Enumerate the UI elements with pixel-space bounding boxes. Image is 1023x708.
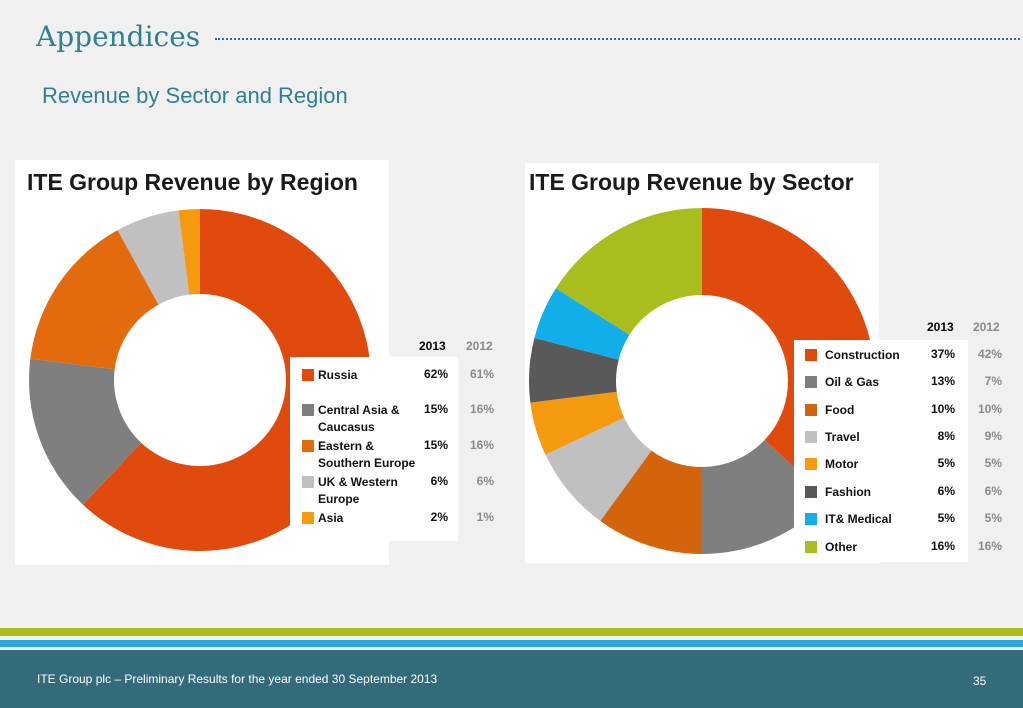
region-legend-box [290, 357, 458, 541]
sector-legend-value-2013: 16% [930, 539, 955, 553]
blue-band [0, 640, 1023, 647]
footer-text: ITE Group plc – Preliminary Results for … [37, 672, 438, 686]
region-legend-swatch [302, 404, 314, 416]
sector-legend-label: IT& Medical [825, 512, 892, 526]
region-legend-year-2013: 2013 [419, 339, 446, 353]
green-band [0, 628, 1023, 636]
region-legend-value-2013: 15% [423, 402, 448, 416]
title-divider [215, 38, 1020, 40]
sector-legend-label: Construction [825, 348, 900, 362]
region-slice-central-asia-caucasus [29, 358, 142, 505]
sector-legend-value-2012: 42% [977, 347, 1002, 361]
region-legend-value-2012: 16% [469, 438, 494, 452]
region-legend-value-2013: 6% [430, 474, 448, 488]
sector-legend-value-2012: 7% [984, 374, 1002, 388]
sector-slice-it-medical [534, 288, 630, 360]
sector-legend-swatch [805, 541, 817, 553]
sector-legend-swatch [805, 376, 817, 388]
sector-slice-other [555, 207, 702, 335]
region-slice-uk-western-europe [117, 210, 190, 305]
region-legend-label: Central Asia & Caucasus [318, 403, 400, 434]
sector-legend-swatch [805, 513, 817, 525]
sector-slice-motor [530, 391, 625, 455]
sector-legend-swatch [805, 349, 817, 361]
region-legend-swatch [302, 369, 314, 381]
sector-legend-year-2012: 2012 [973, 320, 1000, 334]
sector-legend-value-2012: 6% [984, 484, 1002, 498]
footer-bar [0, 650, 1023, 708]
page-subtitle: Revenue by Sector and Region [42, 83, 348, 108]
sector-legend-label: Fashion [825, 485, 872, 499]
region-legend-label: Eastern & Southern Europe [318, 439, 416, 470]
region-legend-value-2012: 16% [469, 402, 494, 416]
sector-legend-value-2012: 16% [977, 539, 1002, 553]
region-legend-swatch [302, 512, 314, 524]
sector-legend-value-2013: 10% [930, 402, 955, 416]
sector-legend-value-2012: 5% [984, 511, 1002, 525]
sector-legend-box [794, 340, 968, 562]
sector-legend-value-2012: 5% [984, 456, 1002, 470]
sector-legend-swatch [805, 486, 817, 498]
region-legend-label: Asia [318, 511, 344, 525]
sector-legend-value-2012: 9% [984, 429, 1002, 443]
region-slice-asia [178, 209, 200, 295]
page-title: Appendices [36, 20, 201, 53]
sector-slice-fashion [529, 337, 619, 403]
region-legend-label: Russia [318, 368, 358, 382]
sector-legend-value-2012: 10% [977, 402, 1002, 416]
sector-legend-swatch [805, 404, 817, 416]
sector-legend-value-2013: 37% [930, 347, 955, 361]
sector-legend-value-2013: 6% [937, 484, 955, 498]
sector-legend-label: Travel [825, 430, 860, 444]
sector-legend-value-2013: 5% [937, 511, 955, 525]
sector-legend-label: Food [825, 403, 855, 417]
region-legend-year-2012: 2012 [466, 339, 493, 353]
sector-chart-title: ITE Group Revenue by Sector [529, 169, 854, 195]
sector-legend-swatch [805, 431, 817, 443]
sector-legend-value-2013: 13% [930, 374, 955, 388]
region-legend-swatch [302, 440, 314, 452]
sector-legend-label: Motor [825, 457, 859, 471]
region-legend-value-2012: 6% [476, 474, 494, 488]
sector-legend-year-2013: 2013 [927, 320, 954, 334]
page-number: 35 [973, 674, 987, 688]
sector-legend-value-2013: 8% [937, 429, 955, 443]
region-legend-label: UK & Western Europe [318, 475, 398, 506]
sector-legend-swatch [805, 458, 817, 470]
region-legend-value-2013: 2% [430, 510, 448, 524]
region-legend-swatch [302, 476, 314, 488]
sector-slice-food [600, 450, 702, 554]
sector-legend-label: Oil & Gas [825, 375, 880, 389]
sector-slice-travel [545, 417, 652, 521]
region-legend-value-2012: 61% [469, 367, 494, 381]
sector-legend-label: Other [825, 540, 858, 554]
region-legend-value-2013: 15% [423, 438, 448, 452]
region-slice-eastern-southern-europe [30, 230, 159, 370]
region-chart-title: ITE Group Revenue by Region [27, 169, 358, 195]
region-legend-value-2013: 62% [423, 367, 448, 381]
sector-legend-value-2013: 5% [937, 456, 955, 470]
region-legend-value-2012: 1% [476, 510, 494, 524]
